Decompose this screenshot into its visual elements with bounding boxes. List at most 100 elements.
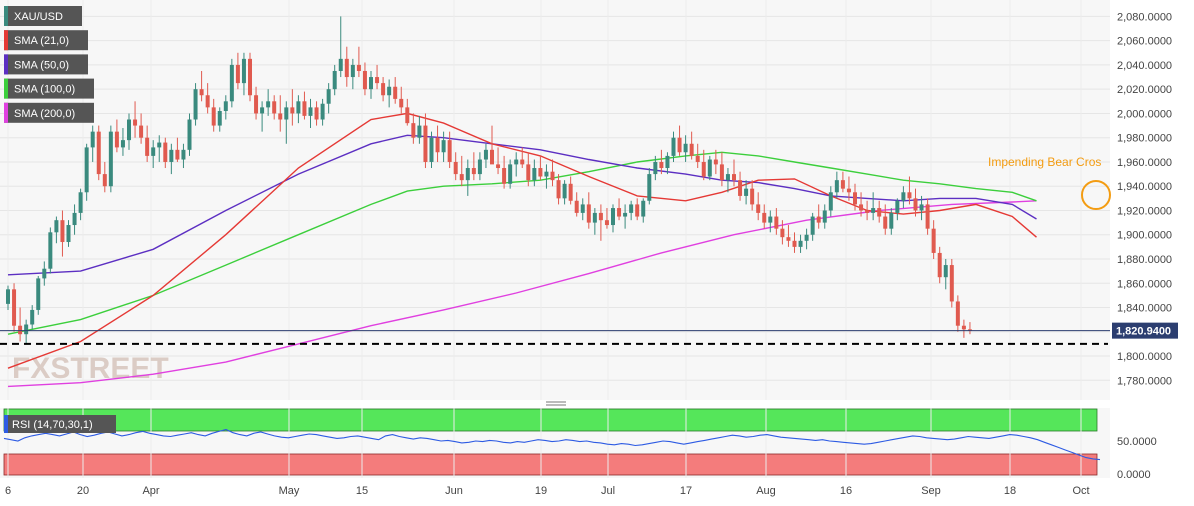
candle	[780, 220, 785, 245]
candle	[550, 159, 555, 187]
candle	[604, 208, 609, 229]
candle	[332, 64, 337, 96]
panel-splitter[interactable]	[0, 400, 1110, 408]
candle	[756, 192, 761, 221]
candle	[320, 98, 325, 126]
candle	[133, 101, 138, 138]
rsi-overbought-zone	[3, 408, 1098, 432]
candle	[326, 83, 331, 114]
candle	[490, 125, 494, 165]
candle	[411, 113, 416, 144]
y-tick-label: 1,900.0000	[1117, 230, 1172, 242]
y-tick-label: 2,040.0000	[1117, 60, 1172, 72]
legend-item: SMA (100,0)	[4, 78, 94, 99]
candle	[586, 192, 591, 229]
candle	[423, 113, 428, 169]
candle	[568, 176, 573, 205]
candle	[151, 140, 156, 169]
candle	[296, 95, 301, 124]
candle	[248, 52, 252, 102]
rsi-legend: RSI (14,70,30,1)	[4, 415, 116, 433]
candle	[417, 115, 422, 144]
annotation-circle	[1081, 180, 1111, 210]
candle	[18, 307, 23, 342]
y-tick-label: 1,780.0000	[1117, 375, 1172, 387]
candle	[889, 208, 894, 235]
candle	[314, 101, 319, 126]
candles	[6, 16, 972, 344]
candle	[804, 228, 809, 250]
x-tick-label: 16	[840, 485, 852, 497]
candle	[477, 152, 482, 181]
candle	[562, 180, 567, 205]
y-tick-label: 1,880.0000	[1117, 254, 1172, 266]
candle	[260, 101, 265, 132]
annotation-text: Impending Bear Cros	[988, 155, 1101, 169]
candle	[653, 155, 658, 181]
candle	[828, 186, 833, 217]
candle	[36, 275, 41, 315]
legend-label: SMA (50,0)	[14, 59, 69, 71]
candle	[48, 227, 53, 274]
candle	[798, 234, 803, 253]
candle	[816, 204, 821, 229]
candle	[695, 143, 700, 169]
candle	[30, 305, 35, 330]
candle	[719, 152, 724, 187]
candle	[931, 220, 936, 259]
candle	[114, 119, 119, 153]
y-tick-label: 2,020.0000	[1117, 84, 1172, 96]
candle	[810, 212, 815, 241]
candle	[955, 295, 960, 332]
candle	[901, 186, 906, 209]
candle	[375, 64, 380, 90]
candle	[241, 52, 246, 96]
main-panel	[0, 0, 1110, 400]
last-price-label: 1,820.9400	[1116, 326, 1171, 338]
candle	[617, 198, 622, 221]
candle	[145, 125, 150, 162]
candle	[12, 283, 17, 332]
candle	[961, 319, 966, 338]
legend-label: XAU/USD	[14, 11, 63, 23]
candle	[925, 198, 930, 235]
candle	[689, 131, 694, 160]
candle	[895, 198, 900, 221]
x-tick-label: 15	[356, 485, 368, 497]
legend-item: SMA (50,0)	[4, 54, 88, 75]
candle	[762, 204, 767, 229]
y-tick-label: 2,080.0000	[1117, 11, 1172, 23]
candle	[774, 208, 779, 235]
sma100-line	[7, 151, 1037, 335]
candle	[60, 210, 65, 257]
legend-label: SMA (200,0)	[14, 108, 75, 120]
candle	[72, 204, 77, 235]
candle	[175, 137, 180, 162]
candle	[677, 125, 682, 156]
y-tick-label: 1,920.0000	[1117, 205, 1172, 217]
candle	[90, 125, 95, 162]
x-tick-label: Aug	[756, 485, 776, 497]
candle	[544, 164, 549, 189]
candle	[792, 232, 797, 253]
candle	[641, 198, 646, 223]
candle	[750, 180, 755, 211]
candle	[6, 285, 10, 310]
candle	[302, 91, 307, 120]
legend-item: XAU/USD	[4, 6, 82, 26]
rsi-oversold-zone	[3, 453, 1098, 476]
candle	[592, 208, 597, 235]
candle	[356, 46, 361, 78]
candle	[127, 113, 131, 150]
x-tick-label: Sep	[921, 485, 941, 497]
candle	[623, 204, 628, 229]
x-tick-label: Jun	[445, 485, 463, 497]
candle	[381, 77, 386, 102]
y-tick-label: 1,940.0000	[1117, 181, 1172, 193]
candle	[967, 322, 972, 335]
candle	[399, 86, 404, 114]
candle	[520, 147, 525, 169]
candle	[659, 149, 664, 175]
rsi-line	[3, 428, 1101, 461]
x-tick-label: 6	[5, 485, 11, 497]
